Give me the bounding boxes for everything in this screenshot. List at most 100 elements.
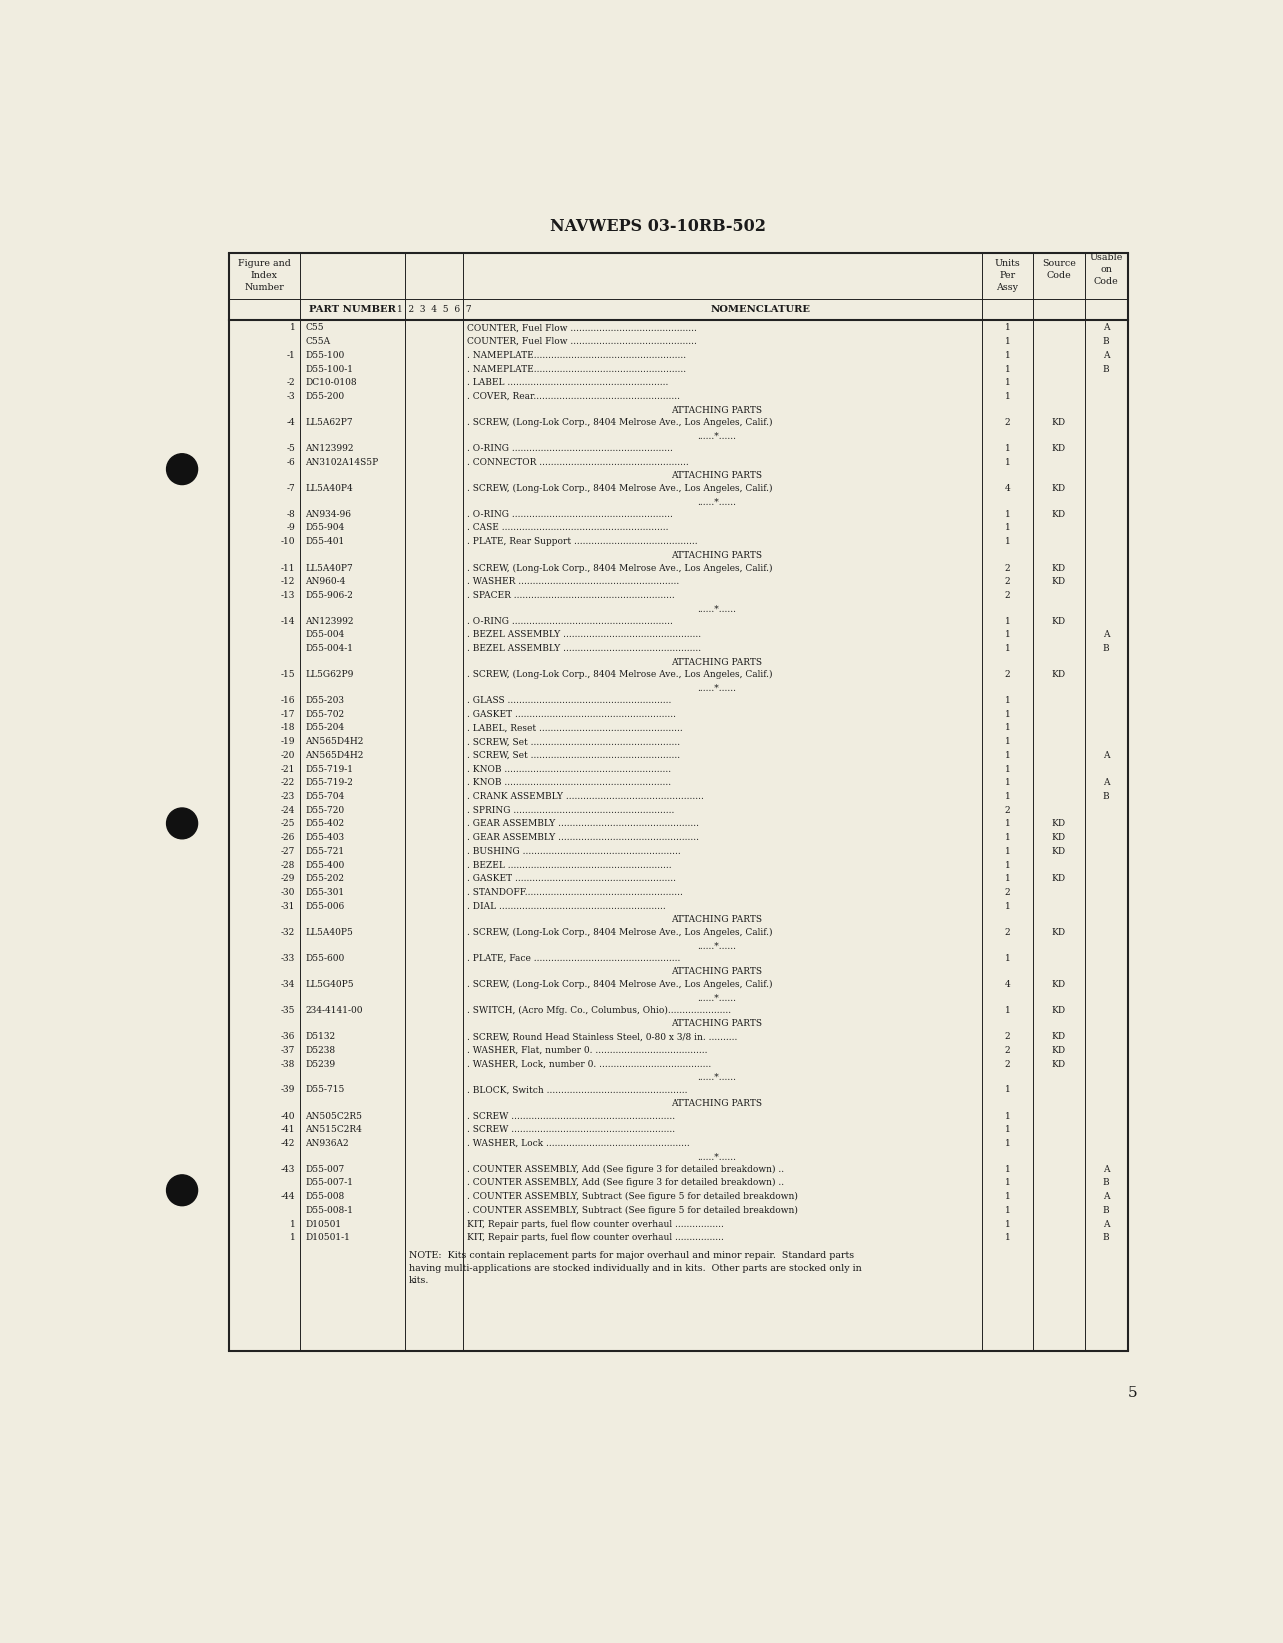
Text: . GASKET ........................................................: . GASKET ...............................… [467, 710, 676, 718]
Text: Source
Code: Source Code [1042, 260, 1076, 279]
Text: 1: 1 [290, 324, 295, 332]
Text: D55-202: D55-202 [305, 874, 344, 884]
Text: . COUNTER ASSEMBLY, Subtract (See figure 5 for detailed breakdown): . COUNTER ASSEMBLY, Subtract (See figure… [467, 1206, 798, 1214]
Text: 1: 1 [1005, 710, 1010, 718]
Text: -16: -16 [281, 697, 295, 705]
Text: . O-RING ........................................................: . O-RING ...............................… [467, 509, 674, 519]
Text: -25: -25 [281, 820, 295, 828]
Circle shape [167, 453, 198, 485]
Text: . SCREW, (Long-Lok Corp., 8404 Melrose Ave., Los Angeles, Calif.): . SCREW, (Long-Lok Corp., 8404 Melrose A… [467, 981, 772, 989]
Text: -13: -13 [281, 591, 295, 600]
Text: A: A [1103, 751, 1110, 761]
Text: 1: 1 [1005, 1086, 1010, 1094]
Text: 2: 2 [1005, 1032, 1010, 1042]
Text: 1: 1 [1005, 861, 1010, 869]
Text: 1: 1 [1005, 1193, 1010, 1201]
Text: D55-721: D55-721 [305, 846, 344, 856]
Text: D5238: D5238 [305, 1047, 335, 1055]
Text: . CONNECTOR ....................................................: . CONNECTOR ............................… [467, 458, 689, 467]
Text: . SCREW, (Long-Lok Corp., 8404 Melrose Ave., Los Angeles, Calif.): . SCREW, (Long-Lok Corp., 8404 Melrose A… [467, 928, 772, 937]
Text: 1: 1 [1005, 1139, 1010, 1148]
Text: . BUSHING .......................................................: . BUSHING ..............................… [467, 846, 681, 856]
Text: COUNTER, Fuel Flow ............................................: COUNTER, Fuel Flow .....................… [467, 324, 697, 332]
Text: D55-007-1: D55-007-1 [305, 1178, 353, 1188]
Text: D55-100-1: D55-100-1 [305, 365, 353, 373]
Text: D55-702: D55-702 [305, 710, 344, 718]
Text: 1: 1 [1005, 1206, 1010, 1214]
Text: -30: -30 [281, 887, 295, 897]
Text: D5132: D5132 [305, 1032, 335, 1042]
Text: D55-004: D55-004 [305, 631, 345, 639]
Text: AN565D4H2: AN565D4H2 [305, 751, 363, 761]
Text: AN123992: AN123992 [305, 616, 354, 626]
Text: . CASE ..........................................................: . CASE .................................… [467, 524, 668, 532]
Text: KIT, Repair parts, fuel flow counter overhaul .................: KIT, Repair parts, fuel flow counter ove… [467, 1234, 724, 1242]
Text: D55-008-1: D55-008-1 [305, 1206, 353, 1214]
Text: -38: -38 [281, 1060, 295, 1068]
Text: KD: KD [1052, 981, 1066, 989]
Text: AN934-96: AN934-96 [305, 509, 352, 519]
Text: KD: KD [1052, 1006, 1066, 1015]
Text: 2: 2 [1005, 577, 1010, 587]
Text: 1: 1 [1005, 1125, 1010, 1134]
Text: D55-401: D55-401 [305, 537, 345, 545]
Text: -12: -12 [281, 577, 295, 587]
Text: D55-719-2: D55-719-2 [305, 779, 353, 787]
Text: -37: -37 [281, 1047, 295, 1055]
Text: 1: 1 [1005, 393, 1010, 401]
Text: B: B [1103, 1234, 1110, 1242]
Text: . CRANK ASSEMBLY ................................................: . CRANK ASSEMBLY .......................… [467, 792, 704, 802]
Text: 1: 1 [1005, 902, 1010, 910]
Text: KD: KD [1052, 874, 1066, 884]
Text: Units
Per
Assy: Units Per Assy [994, 260, 1020, 292]
Text: 1: 1 [1005, 509, 1010, 519]
Text: . LABEL ........................................................: . LABEL ................................… [467, 378, 668, 388]
Text: ......*......: ......*...... [698, 432, 736, 440]
Text: 2: 2 [1005, 564, 1010, 572]
Text: 1: 1 [1005, 324, 1010, 332]
Text: 1: 1 [1005, 1165, 1010, 1173]
Text: D55-204: D55-204 [305, 723, 344, 733]
Text: NOMENCLATURE: NOMENCLATURE [711, 306, 811, 314]
Text: . SCREW .........................................................: . SCREW ................................… [467, 1125, 675, 1134]
Text: D55-715: D55-715 [305, 1086, 345, 1094]
Text: D55-301: D55-301 [305, 887, 344, 897]
Text: A: A [1103, 352, 1110, 360]
Text: -31: -31 [281, 902, 295, 910]
Text: A: A [1103, 324, 1110, 332]
Circle shape [167, 1175, 198, 1206]
Text: -21: -21 [281, 764, 295, 774]
Text: ......*......: ......*...... [698, 683, 736, 693]
Text: 1: 1 [1005, 458, 1010, 467]
Text: . SCREW, (Long-Lok Corp., 8404 Melrose Ave., Los Angeles, Calif.): . SCREW, (Long-Lok Corp., 8404 Melrose A… [467, 670, 772, 680]
Text: AN3102A14S5P: AN3102A14S5P [305, 458, 378, 467]
Text: -6: -6 [286, 458, 295, 467]
Text: KD: KD [1052, 419, 1066, 427]
Text: D55-402: D55-402 [305, 820, 344, 828]
Text: -44: -44 [281, 1193, 295, 1201]
Text: KD: KD [1052, 670, 1066, 680]
Text: ATTACHING PARTS: ATTACHING PARTS [671, 472, 762, 480]
Text: -29: -29 [281, 874, 295, 884]
Text: . PLATE, Rear Support ...........................................: . PLATE, Rear Support ..................… [467, 537, 698, 545]
Text: -7: -7 [286, 485, 295, 493]
Text: -8: -8 [286, 509, 295, 519]
Text: -24: -24 [281, 805, 295, 815]
Text: ......*......: ......*...... [698, 605, 736, 614]
Text: 1: 1 [1005, 1178, 1010, 1188]
Text: KD: KD [1052, 820, 1066, 828]
Text: 5: 5 [1128, 1387, 1138, 1400]
Text: 2: 2 [1005, 1047, 1010, 1055]
Text: 1  2  3  4  5  6  7: 1 2 3 4 5 6 7 [396, 306, 471, 314]
Text: -39: -39 [281, 1086, 295, 1094]
Text: . SCREW .........................................................: . SCREW ................................… [467, 1112, 675, 1121]
Text: D55-906-2: D55-906-2 [305, 591, 353, 600]
Text: -34: -34 [281, 981, 295, 989]
Text: 234-4141-00: 234-4141-00 [305, 1006, 363, 1015]
Text: 2: 2 [1005, 670, 1010, 680]
Text: . BEZEL ASSEMBLY ................................................: . BEZEL ASSEMBLY .......................… [467, 644, 702, 652]
Text: . GASKET ........................................................: . GASKET ...............................… [467, 874, 676, 884]
Text: NOTE:  Kits contain replacement parts for major overhaul and minor repair.  Stan: NOTE: Kits contain replacement parts for… [409, 1252, 862, 1285]
Text: 1: 1 [1005, 738, 1010, 746]
Text: -17: -17 [281, 710, 295, 718]
